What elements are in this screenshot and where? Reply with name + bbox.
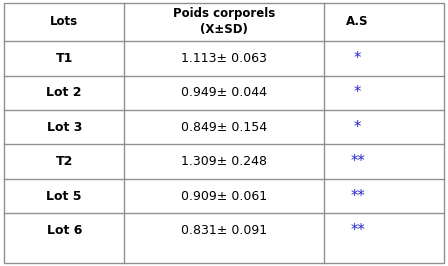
Text: 1.309± 0.248: 1.309± 0.248 xyxy=(181,155,267,168)
Text: A.S: A.S xyxy=(346,15,369,28)
Text: *: * xyxy=(354,85,361,100)
Text: Lot 2: Lot 2 xyxy=(47,86,82,99)
Text: *: * xyxy=(354,51,361,66)
Text: 1.113± 0.063: 1.113± 0.063 xyxy=(181,52,267,65)
Text: T2: T2 xyxy=(56,155,73,168)
Text: **: ** xyxy=(350,223,365,238)
Text: **: ** xyxy=(350,154,365,169)
Text: T1: T1 xyxy=(56,52,73,65)
Text: Lot 3: Lot 3 xyxy=(47,121,82,134)
Text: Lot 5: Lot 5 xyxy=(47,190,82,203)
Text: 0.849± 0.154: 0.849± 0.154 xyxy=(181,121,267,134)
Text: *: * xyxy=(354,120,361,135)
Text: 0.909± 0.061: 0.909± 0.061 xyxy=(181,190,267,203)
Text: Lot 6: Lot 6 xyxy=(47,224,82,237)
Text: 0.949± 0.044: 0.949± 0.044 xyxy=(181,86,267,99)
Text: Poids corporels
(X±SD): Poids corporels (X±SD) xyxy=(173,7,275,36)
Text: 0.831± 0.091: 0.831± 0.091 xyxy=(181,224,267,237)
Text: Lots: Lots xyxy=(50,15,78,28)
Text: **: ** xyxy=(350,189,365,203)
